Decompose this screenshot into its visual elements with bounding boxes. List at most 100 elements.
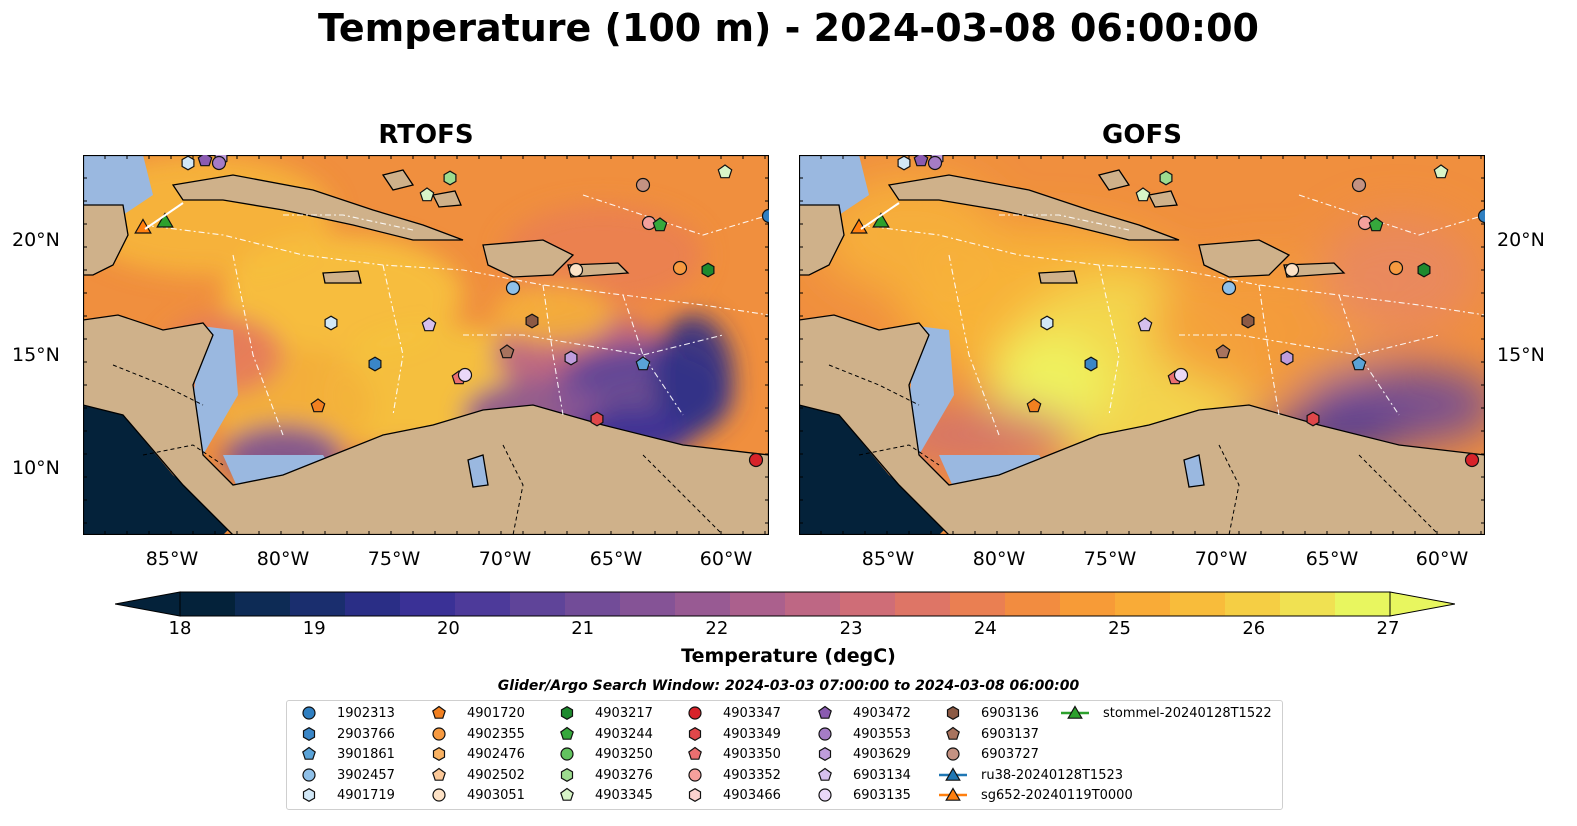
float-marker-4902355 [672, 260, 688, 276]
lon-label-65w: 65°W [589, 548, 643, 570]
legend-label: 4903250 [595, 747, 653, 762]
colorbar-tick-label: 25 [1108, 618, 1131, 639]
lat-label-15n: 15°N [12, 344, 60, 366]
legend-label: 4903244 [595, 726, 653, 742]
legend-marker [560, 726, 574, 740]
colorbar-segment [400, 592, 456, 616]
legend-label: sg652-20240119T0000 [981, 788, 1133, 803]
float-marker-4903349 [1306, 411, 1320, 427]
lon-label-80w-gofs: 80°W [972, 548, 1026, 570]
legend-label: 4903472 [853, 706, 911, 721]
float-marker-3901861 [1351, 356, 1367, 371]
legend-label: 4902502 [467, 767, 525, 783]
float-marker-4903345 [419, 187, 435, 202]
legend-marker [560, 747, 574, 761]
float-marker-4903345 [1135, 187, 1151, 202]
float-marker-6903135 [457, 367, 473, 383]
float-marker-6903727 [635, 177, 651, 193]
colorbar-tick-label: 19 [302, 618, 326, 639]
float-marker-4903276 [443, 170, 457, 186]
pacific-ocean [83, 405, 233, 535]
legend-label: 3902457 [337, 767, 395, 783]
colorbar-tick-label: 27 [1376, 618, 1400, 639]
lat-label-20n: 20°N [12, 229, 60, 251]
glider-marker-sg652 [134, 218, 152, 234]
float-marker-6903137 [499, 344, 515, 359]
legend-label: 4903352 [723, 767, 781, 783]
float-marker-4903472 [913, 155, 929, 167]
colorbar-segment [235, 592, 291, 616]
float-marker-4903629 [1280, 350, 1294, 366]
colorbar-segment [455, 592, 511, 616]
legend-marker [302, 767, 316, 782]
colorbar-tick-label: 18 [168, 618, 192, 639]
legend-label: 4903553 [853, 726, 911, 742]
legend-marker [818, 747, 832, 761]
legend-marker [946, 726, 960, 740]
lon-label-60w-gofs: 60°W [1415, 548, 1469, 570]
land-masses [83, 169, 769, 535]
legend-label: 4903345 [595, 788, 653, 803]
colorbar-segment [620, 592, 676, 616]
legend-label: ru38-20240128T1523 [981, 767, 1124, 783]
float-marker-4903345 [1433, 164, 1449, 179]
colorbar-segment [730, 592, 786, 616]
legend-marker [818, 788, 832, 802]
glider-track [860, 202, 900, 230]
float-marker-4901719 [324, 315, 338, 331]
legend-marker [688, 788, 702, 802]
float-marker-4903217 [1417, 262, 1431, 278]
colorbar-segment [895, 592, 951, 616]
map-ticks [799, 155, 1485, 535]
float-marker-4903051 [568, 262, 584, 278]
legend-label: stommel-20240128T1522 [1103, 706, 1272, 721]
legend-marker [432, 726, 446, 741]
legend-label: 6903135 [853, 788, 911, 803]
map-ticks [83, 155, 769, 535]
land-masses [799, 169, 1485, 535]
float-marker-4901719 [897, 155, 911, 171]
legend-label: 2903766 [337, 726, 395, 742]
float-marker-4903472 [197, 155, 213, 167]
colorbar-segment [565, 592, 621, 616]
glider-marker-stommel [156, 212, 174, 228]
float-marker-6903136 [1241, 313, 1255, 329]
float-marker-6903727 [1351, 177, 1367, 193]
legend-marker [432, 788, 446, 802]
legend-marker [302, 706, 316, 720]
lon-label-85w-gofs: 85°W [861, 548, 915, 570]
colorbar-tick-label: 23 [839, 618, 863, 639]
legend-label: 4902355 [467, 726, 525, 742]
legend-label: 4903347 [723, 706, 781, 721]
glider-marker-sg652 [850, 218, 868, 234]
lat-label-10n: 10°N [12, 457, 60, 479]
float-marker-1902313 [761, 208, 769, 224]
lon-label-60w: 60°W [699, 548, 753, 570]
float-marker-4903217 [701, 262, 715, 278]
legend-marker [818, 726, 832, 741]
float-marker-4903629 [564, 350, 578, 366]
figure-title: Temperature (100 m) - 2024-03-08 06:00:0… [317, 6, 1259, 50]
legend-marker [818, 767, 832, 781]
legend-label: 6903134 [853, 767, 911, 783]
legend-marker [560, 767, 574, 782]
legend-marker [302, 746, 316, 760]
legend-label: 4903276 [595, 767, 653, 783]
float-marker-6903135 [1173, 367, 1189, 383]
legend-label: 4903350 [723, 747, 781, 762]
colorbar-segment [1225, 592, 1281, 616]
legend-marker [302, 788, 316, 802]
legend-marker [432, 767, 446, 781]
float-marker-4901720 [1026, 398, 1042, 413]
colorbar-segment [1005, 592, 1061, 616]
legend-marker [939, 787, 967, 801]
colorbar-tick-label: 26 [1242, 618, 1266, 639]
float-marker-4903345 [717, 164, 733, 179]
legend-marker [946, 747, 960, 761]
legend-label: 4903051 [467, 788, 525, 803]
float-marker-2903766 [368, 356, 382, 372]
legend-label: 4901719 [337, 788, 395, 803]
float-marker-6903137 [1215, 344, 1231, 359]
float-marker-4903276 [1159, 170, 1173, 186]
legend-label: 4903466 [723, 788, 781, 803]
